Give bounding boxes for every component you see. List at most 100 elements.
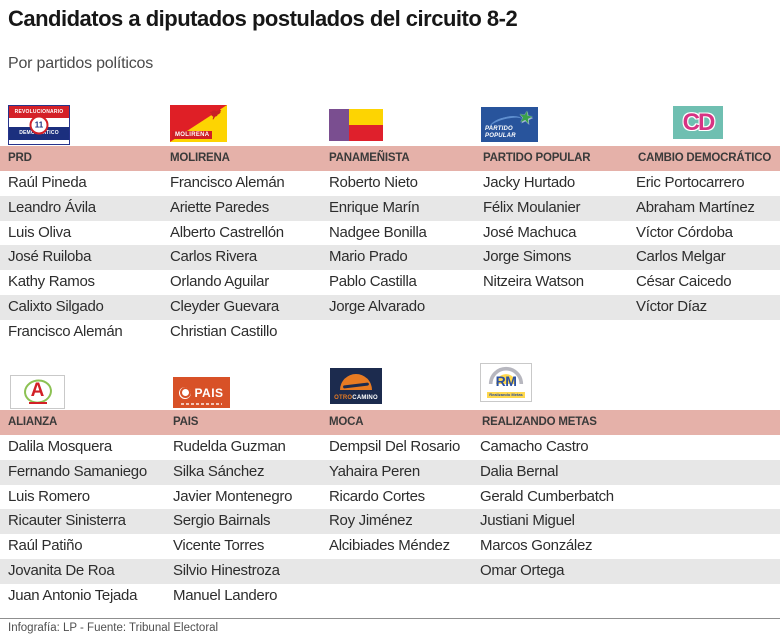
party-header-panamenista: PANAMEÑISTA — [329, 152, 410, 164]
party-header-cambio-democratico: CAMBIO DEMOCRÁTICO — [638, 152, 772, 164]
table-row: Leandro Ávila Ariette Paredes Enrique Marí… — [0, 195, 780, 221]
candidate-name: Ricauter Sinisterra — [8, 512, 126, 530]
candidate-name: Gerald Cumberbatch — [480, 487, 614, 505]
candidate-name: Juan Antonio Tejada — [8, 586, 138, 604]
candidate-name: Cleyder Guevara — [170, 298, 279, 315]
cd-logo-letters: CD — [682, 108, 716, 136]
party-header-pais: PAIS — [173, 416, 199, 428]
pais-emblem-dot — [179, 387, 191, 398]
candidate-name: Dalila Mosquera — [8, 438, 112, 455]
rm-logo-letters: RM — [495, 373, 517, 389]
pais-logo: PAIS — [173, 377, 230, 408]
candidate-name: Francisco Alemán — [8, 322, 123, 340]
star-icon: ★ — [516, 107, 535, 129]
candidate-name: Rudelda Guzman — [173, 438, 286, 455]
panamenista-red-block — [349, 125, 383, 141]
table-row: Luis Oliva Alberto Castrellón Nadgee Bonil… — [0, 221, 780, 246]
table-row: Jovanita De Roa Silvio Hinestroza Omar Ort… — [0, 559, 780, 584]
candidate-name: Abraham Martínez — [636, 198, 755, 216]
partido-popular-logo: ★ PARTIDO POPULAR — [481, 107, 538, 142]
candidate-name: José Machuca — [483, 223, 577, 241]
party-header-moca: MOCA — [329, 416, 364, 428]
moca-logo-otro: OTRO — [334, 395, 353, 401]
candidate-name: Sergio Bairnals — [173, 512, 271, 530]
pais-emblem-icon — [179, 386, 192, 399]
table-row: Dalila Mosquera Rudelda Guzman Dempsil Del… — [0, 435, 780, 460]
page-subtitle: Por partidos políticos — [8, 55, 154, 72]
candidate-name: Pablo Castilla — [329, 273, 417, 291]
candidate-name: Dempsil Del Rosario — [329, 438, 461, 455]
candidate-name: Silka Sánchez — [173, 462, 265, 480]
candidate-name: Calixto Silgado — [8, 298, 104, 315]
rooster-icon — [209, 108, 222, 120]
cambio-democratico-logo: CD — [673, 106, 723, 139]
molirena-logo: MOLIRENA — [170, 105, 227, 142]
candidate-name: Leandro Ávila — [8, 198, 96, 216]
candidate-name: Raúl Pineda — [8, 174, 87, 191]
candidate-name: Camacho Castro — [480, 438, 589, 455]
table-row: Raúl Patiño Vicente Torres Alcibiades Ménd… — [0, 534, 780, 559]
candidate-name: Christian Castillo — [170, 322, 278, 340]
candidate-name: Fernando Samaniego — [8, 462, 147, 480]
table-row: Ricauter Sinisterra Sergio Bairnals Roy Ji… — [0, 509, 780, 535]
candidate-name: Carlos Melgar — [636, 248, 726, 266]
rm-logo-tagline: Realizando Metas — [487, 392, 525, 398]
candidate-name: César Caicedo — [636, 273, 732, 291]
candidate-name: Félix Moulanier — [483, 198, 581, 216]
candidate-name: Enrique Marín — [329, 198, 420, 216]
footer-divider — [0, 618, 780, 619]
table-row: Raúl Pineda Francisco Alemán Roberto Nieto… — [0, 171, 780, 196]
candidate-name: Nadgee Bonilla — [329, 223, 427, 241]
panamenista-purple-stripe — [329, 109, 349, 141]
alianza-underline — [28, 402, 47, 404]
party-header-molirena: MOLIRENA — [170, 152, 230, 164]
table-row: Juan Antonio Tejada Manuel Landero — [0, 584, 780, 609]
partido-popular-logo-label: PARTIDO POPULAR — [485, 126, 516, 139]
candidate-name: Dalia Bernal — [480, 462, 559, 480]
prd-logo-top-band: REVOLUCIONARIO — [9, 106, 69, 118]
candidate-name: Luis Oliva — [8, 223, 71, 241]
pais-tagline-bar — [181, 403, 222, 405]
party-header-band-1: PRD MOLIRENA PANAMEÑISTA PARTIDO POPULAR CAM… — [0, 146, 780, 171]
table-row: Luis Romero Javier Montenegro Ricardo Cort… — [0, 485, 780, 510]
table-row: Calixto Silgado Cleyder Guevara Jorge Alva… — [0, 295, 780, 320]
candidate-name: Omar Ortega — [480, 562, 565, 579]
table-row: Fernando Samaniego Silka Sánchez Yahaira P… — [0, 459, 780, 485]
candidate-name: Vicente Torres — [173, 537, 265, 555]
candidate-name: Silvio Hinestroza — [173, 562, 280, 579]
candidate-name: Jovanita De Roa — [8, 562, 115, 579]
candidate-name: José Ruiloba — [8, 248, 92, 266]
realizando-metas-logo: RM Realizando Metas — [480, 363, 532, 402]
candidate-name: Roberto Nieto — [329, 174, 418, 191]
candidate-name: Alcibiades Méndez — [329, 537, 450, 555]
candidate-name: Marcos González — [480, 537, 593, 555]
candidate-name: Javier Montenegro — [173, 487, 293, 505]
candidate-name: Alberto Castrellón — [170, 223, 284, 241]
moca-logo: OTROCAMINO — [330, 368, 382, 404]
partido-popular-logo-line1: PARTIDO — [485, 126, 513, 132]
candidate-name: Jorge Alvarado — [329, 298, 425, 315]
candidate-name: Luis Romero — [8, 487, 90, 505]
candidate-name: Jorge Simons — [483, 248, 572, 266]
page-title: Candidatos a diputados postulados del ci… — [8, 6, 518, 31]
moca-logo-camino: CAMINO — [352, 395, 378, 401]
partido-popular-logo-line2: POPULAR — [485, 132, 516, 139]
candidate-name: Kathy Ramos — [8, 273, 95, 291]
candidate-name: Raúl Patiño — [8, 537, 83, 555]
candidate-name: Roy Jiménez — [329, 512, 413, 530]
party-header-partido-popular: PARTIDO POPULAR — [483, 152, 591, 164]
candidate-name: Jacky Hurtado — [483, 174, 575, 191]
panamenista-yellow-block — [349, 109, 383, 125]
candidate-name: Ariette Paredes — [170, 198, 269, 216]
candidate-name: Ricardo Cortes — [329, 487, 425, 505]
candidate-name: Eric Portocarrero — [636, 174, 745, 191]
prd-logo: REVOLUCIONARIO DEMOCRATICO 11 — [8, 105, 70, 145]
alianza-logo: A — [10, 375, 65, 409]
table-row: Kathy Ramos Orlando Aguilar Pablo Castilla… — [0, 270, 780, 295]
table-row: Francisco Alemán Christian Castillo — [0, 320, 780, 345]
candidate-name: Manuel Landero — [173, 586, 278, 604]
alianza-logo-letter: A — [30, 379, 45, 401]
candidate-name: Carlos Rivera — [170, 248, 257, 266]
candidate-name: Nitzeira Watson — [483, 273, 584, 291]
